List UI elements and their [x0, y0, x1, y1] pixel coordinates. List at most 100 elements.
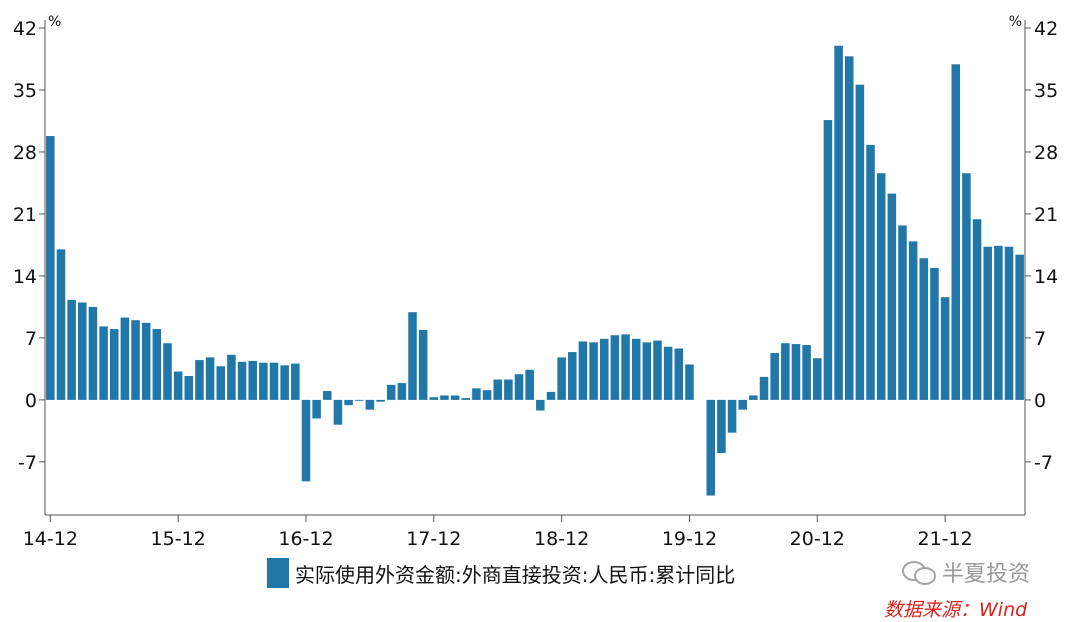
bar — [227, 354, 236, 400]
x-tick-label: 17-12 — [406, 528, 461, 550]
bar — [354, 399, 364, 401]
bar — [173, 371, 183, 400]
bar — [834, 45, 843, 400]
bar — [365, 399, 375, 410]
y-tick-label-left: 35 — [13, 80, 37, 102]
bar — [184, 375, 194, 400]
bar-series — [46, 45, 1024, 496]
bar — [152, 329, 162, 400]
bar — [397, 383, 407, 400]
bar — [727, 399, 737, 433]
bar — [546, 391, 556, 400]
watermark: 半夏投资 — [902, 556, 1030, 588]
bar — [109, 329, 119, 400]
bar — [536, 399, 545, 411]
bar — [429, 397, 439, 400]
y-tick-label-left: 7 — [25, 328, 37, 350]
bar — [141, 322, 151, 400]
bar — [855, 84, 865, 400]
bar — [323, 391, 332, 400]
x-tick-label: 21-12 — [917, 528, 972, 550]
bar — [887, 193, 897, 400]
bar — [312, 399, 321, 419]
bar — [291, 363, 300, 400]
bar — [514, 374, 524, 400]
bar — [344, 399, 353, 406]
source-note: 数据来源：Wind — [884, 599, 1028, 621]
bar — [301, 399, 311, 482]
x-tick-label: 19-12 — [662, 528, 717, 550]
bar — [599, 338, 609, 400]
bar — [972, 219, 982, 400]
y-tick-label-left: -7 — [18, 452, 37, 474]
bar — [919, 258, 929, 400]
y-unit-right: % — [1009, 14, 1022, 30]
bar — [930, 267, 939, 400]
bar — [642, 342, 652, 400]
y-tick-label-right: 35 — [1034, 80, 1058, 102]
bar — [568, 352, 577, 400]
bar — [195, 360, 204, 400]
bar — [525, 369, 534, 400]
bar — [88, 306, 98, 400]
bar — [67, 299, 76, 400]
bar — [259, 362, 268, 400]
y-unit-left: % — [48, 14, 61, 30]
bar — [56, 249, 66, 400]
bar — [823, 120, 833, 400]
y-tick-label-right: 0 — [1034, 390, 1046, 412]
bar — [578, 341, 588, 400]
bar — [589, 342, 598, 400]
bar — [653, 340, 662, 400]
bar — [898, 225, 907, 400]
tick-labels: 42 42 35 35 28 28 21 21 14 14 7 7 0 0 -7 -7% % 14-12 15-12… — [13, 14, 1058, 550]
bar — [749, 395, 758, 400]
x-tick-label: 16-12 — [278, 528, 333, 550]
legend-swatch — [267, 558, 289, 588]
bar — [791, 344, 801, 400]
bar — [376, 399, 385, 402]
y-tick-label-right: -7 — [1034, 452, 1053, 474]
legend: 实际使用外资金额:外商直接投资:人民币:累计同比 — [267, 556, 735, 590]
bar — [131, 320, 140, 400]
legend-label: 实际使用外资金额:外商直接投资:人民币:累计同比 — [295, 562, 736, 587]
y-tick-label-left: 42 — [13, 18, 37, 40]
y-tick-label-left: 14 — [13, 266, 37, 288]
bar — [248, 360, 257, 400]
bar — [482, 390, 492, 400]
bar — [738, 399, 747, 410]
bar — [120, 317, 130, 400]
bar — [813, 358, 822, 400]
x-tick-label: 14-12 — [23, 528, 78, 550]
y-tick-label-right: 28 — [1034, 142, 1058, 164]
bar — [163, 343, 172, 400]
bar — [461, 398, 471, 400]
y-tick-label-right: 14 — [1034, 266, 1058, 288]
y-tick-label-left: 28 — [13, 142, 37, 164]
bar — [280, 365, 289, 400]
bar — [844, 56, 854, 400]
bar — [1015, 254, 1024, 400]
bar — [237, 361, 247, 400]
y-tick-label-right: 7 — [1034, 328, 1046, 350]
bar — [962, 173, 971, 400]
watermark-brand: 半夏投资 — [942, 562, 1031, 587]
bar — [802, 344, 811, 400]
bar — [216, 366, 226, 400]
bar — [663, 346, 673, 400]
bar — [876, 173, 886, 400]
axes — [39, 20, 1031, 522]
bar — [418, 329, 428, 400]
bar — [78, 302, 87, 400]
y-tick-label-right: 42 — [1034, 18, 1058, 40]
bar — [706, 399, 716, 496]
bar — [770, 352, 779, 400]
bar — [940, 297, 950, 400]
bar — [717, 399, 726, 454]
bar — [269, 362, 279, 400]
bar — [472, 388, 481, 400]
y-tick-label-left: 0 — [25, 390, 37, 412]
bar — [685, 364, 694, 400]
bar — [557, 357, 566, 400]
bar — [908, 241, 918, 400]
